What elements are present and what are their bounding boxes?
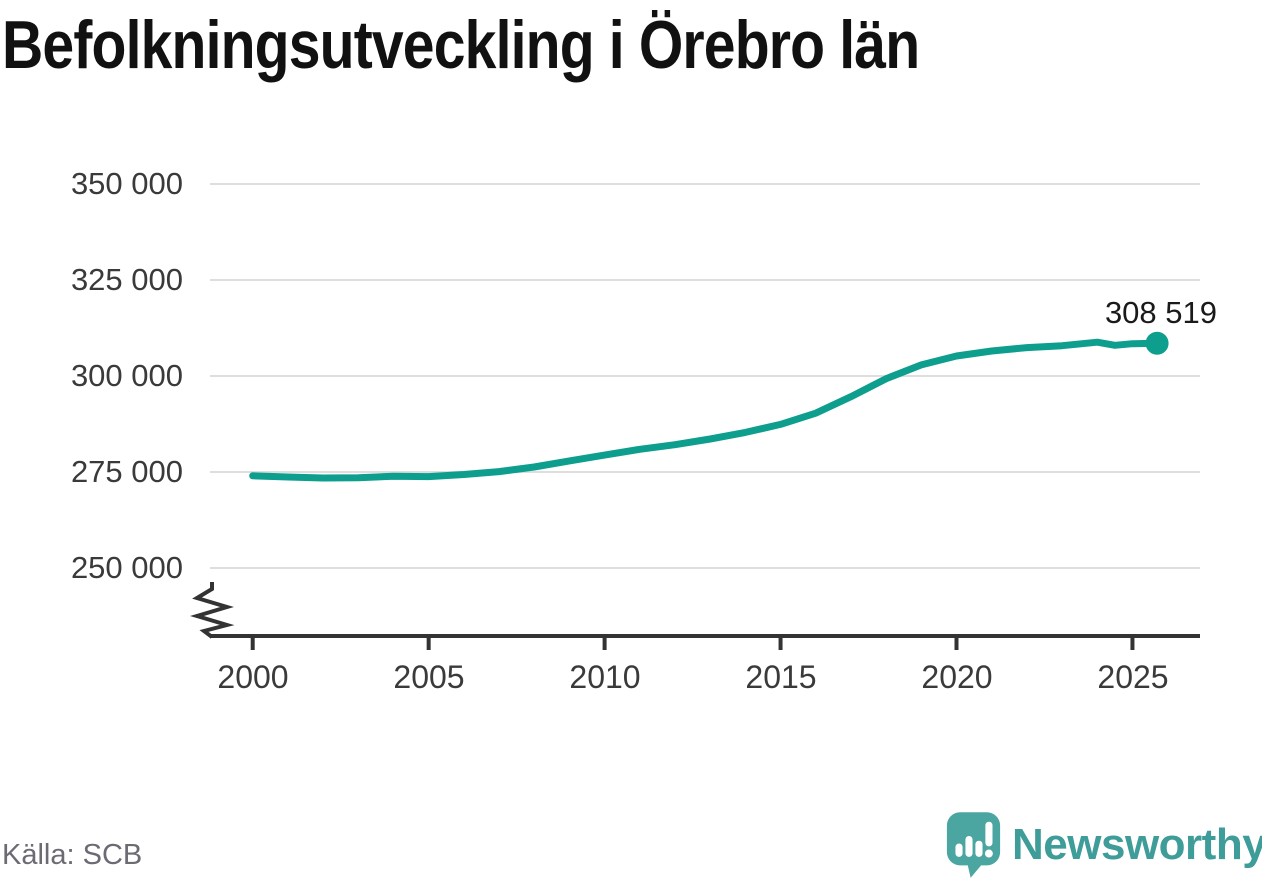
source-attribution: Källa: SCB — [2, 839, 143, 871]
x-axis-tick-label: 2010 — [569, 659, 641, 695]
y-axis-break-icon — [190, 582, 235, 639]
population-line — [249, 338, 1161, 482]
x-axis-tick-label: 2020 — [921, 659, 993, 695]
x-axis-tick-label: 2000 — [217, 659, 289, 695]
newsworthy-wordmark: Newsworthy — [1012, 820, 1262, 869]
newsworthy-logo-icon — [946, 812, 1001, 878]
y-axis-tick-label: 275 000 — [70, 454, 183, 489]
x-axis-tick-label: 2005 — [393, 659, 465, 695]
y-axis-tick-label: 350 000 — [70, 166, 183, 201]
x-axis-tick-label: 2015 — [745, 659, 817, 695]
y-axis-tick-label: 300 000 — [70, 358, 183, 393]
newsworthy-logo: Newsworthy — [945, 810, 1262, 879]
end-point-marker — [1145, 331, 1169, 355]
latest-value-label: 308 519 — [1104, 295, 1217, 330]
chart-title: Befolkningsutveckling i Örebro län — [2, 7, 920, 83]
y-axis-tick-label: 250 000 — [70, 550, 183, 585]
x-axis-tick-label: 2025 — [1097, 659, 1169, 695]
y-axis-tick-label: 325 000 — [70, 262, 183, 297]
